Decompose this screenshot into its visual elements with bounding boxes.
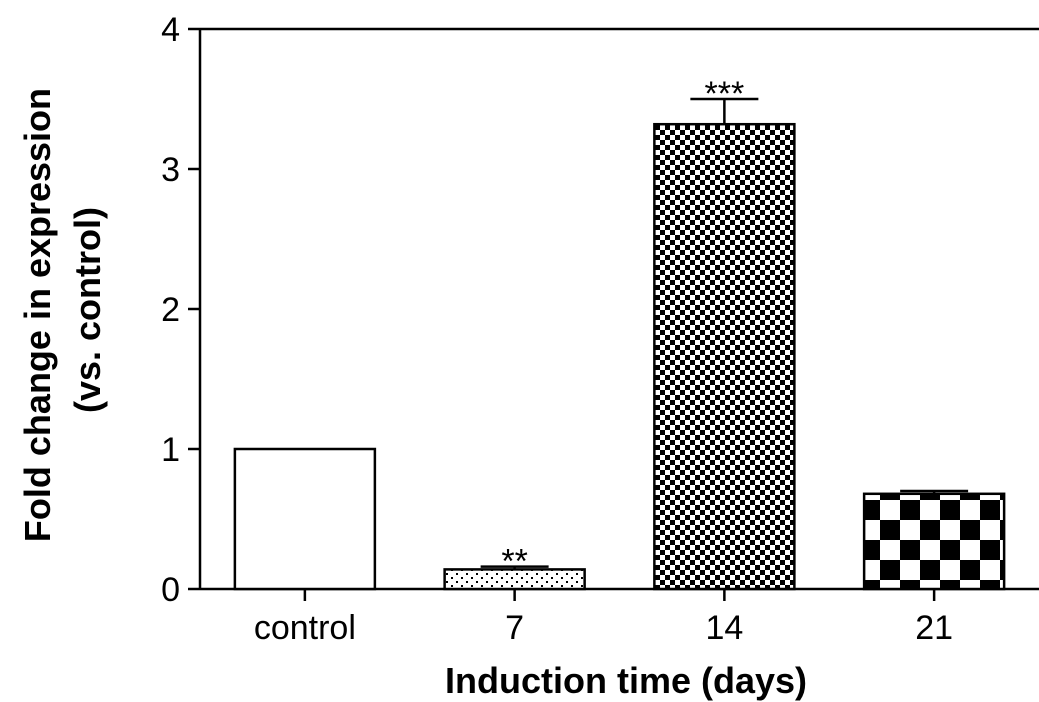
bar-21 — [862, 492, 1006, 591]
y-axis: 0 1 2 3 4 — [161, 11, 1039, 609]
y-axis-title: Fold change in expression (vs. control) — [17, 78, 108, 542]
y-tick-label: 2 — [161, 291, 180, 329]
y-tick-label: 0 — [161, 571, 180, 609]
x-axis-title: Induction time (days) — [445, 660, 807, 701]
y-tick-label: 1 — [161, 431, 180, 469]
bar-14 — [653, 122, 796, 591]
x-tick-label-14: 14 — [705, 609, 743, 647]
bar-control — [233, 447, 377, 591]
bars: ***** — [233, 75, 1006, 591]
significance-7: ** — [501, 543, 527, 581]
x-tick-label-control: control — [254, 609, 356, 647]
y-tick-label: 4 — [161, 11, 180, 49]
significance-14: *** — [705, 75, 745, 113]
x-tick-label-7: 7 — [505, 609, 524, 647]
x-axis: control 7 14 21 — [200, 587, 1039, 647]
x-tick-label-21: 21 — [915, 609, 953, 647]
y-axis-title-line-1: Fold change in expression — [17, 88, 58, 542]
y-tick-label: 3 — [161, 151, 180, 189]
y-axis-title-line-2: (vs. control) — [67, 207, 108, 413]
